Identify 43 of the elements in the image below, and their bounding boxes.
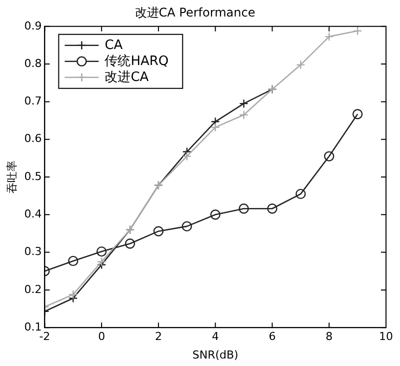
point <box>267 204 278 214</box>
point <box>182 152 192 161</box>
y-tick-label: 0.5 <box>24 170 42 183</box>
y-tick-label: 0.8 <box>24 56 42 70</box>
x-tick-label: 10 <box>379 330 393 344</box>
y-tick-label: 0.4 <box>24 208 42 221</box>
x-tick-label: 4 <box>212 330 219 344</box>
legend-label: 改进CA <box>104 70 149 85</box>
point <box>210 122 220 132</box>
x-tick-label: -2 <box>39 330 50 344</box>
point <box>153 226 164 236</box>
point <box>210 210 220 220</box>
x-tick-label: 2 <box>154 330 162 344</box>
y-tick-label: 0.3 <box>24 245 42 258</box>
chart-title: 改进CA Performance <box>134 5 256 20</box>
x-axis-title: SNR(dB) <box>192 348 238 362</box>
x-tick-label: 6 <box>268 330 276 344</box>
y-tick-label: 0.1 <box>24 320 42 334</box>
point <box>210 117 220 126</box>
point <box>352 26 362 36</box>
point <box>238 204 249 214</box>
point <box>239 110 248 120</box>
point <box>68 290 78 300</box>
point <box>124 238 136 249</box>
y-axis-title: 吞吐率 <box>5 160 18 194</box>
point <box>182 221 192 232</box>
point <box>324 151 334 162</box>
legend-label: CA <box>104 38 123 53</box>
y-tick-label: 0.2 <box>24 282 42 296</box>
legend-label: 传统HARQ <box>104 54 169 69</box>
point <box>352 109 363 120</box>
x-tick-label: 0 <box>98 330 106 344</box>
point <box>296 60 306 70</box>
y-tick-label: 0.9 <box>24 19 42 32</box>
point <box>296 188 306 200</box>
point <box>96 257 106 266</box>
y-tick-label: 0.7 <box>24 94 42 108</box>
point <box>239 98 248 108</box>
point <box>96 246 107 257</box>
y-tick-label: 0.6 <box>24 132 42 146</box>
point <box>68 256 78 266</box>
x-tick-label: 8 <box>326 330 333 344</box>
point <box>324 32 334 42</box>
